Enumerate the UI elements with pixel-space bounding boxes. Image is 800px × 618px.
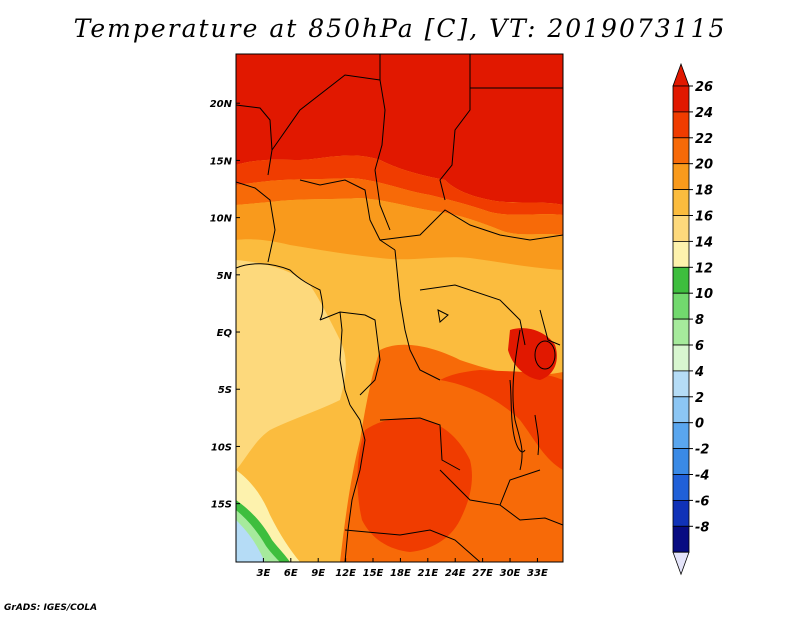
colorbar-label: -6 <box>695 494 709 509</box>
colorbar-swatch <box>672 422 690 450</box>
lon-tick-label: 21E <box>417 568 438 579</box>
lon-tick-label: 27E <box>472 568 493 579</box>
colorbar-swatch <box>672 499 690 527</box>
lat-tick-label: 15N <box>210 156 233 167</box>
colorbar-label: 6 <box>695 339 704 354</box>
colorbar-label: 0 <box>695 417 704 432</box>
map-frame <box>235 53 564 563</box>
region-hot-north <box>236 54 563 205</box>
lon-tick-label: 33E <box>527 568 548 579</box>
colorbar-label: 2 <box>695 391 704 406</box>
colorbar-label: 12 <box>695 261 713 276</box>
lon-tick-label: 15E <box>363 568 384 579</box>
region-sahel-orange <box>236 178 563 235</box>
region-central-light <box>236 260 346 470</box>
region-south-red <box>357 418 472 552</box>
lon-tick-label: 24E <box>445 568 466 579</box>
region-warm-sahel <box>236 155 563 215</box>
colorbar-label: 24 <box>695 106 713 121</box>
lat-tick-label: 10N <box>210 214 233 225</box>
region-east-red <box>440 370 563 470</box>
colorbar-label: 4 <box>694 365 704 380</box>
colorbar-swatch <box>672 189 690 216</box>
colorbar-swatch <box>672 163 690 190</box>
temperature-field <box>236 54 563 562</box>
lat-axis: 20N 15N 10N 5N EQ 5S 10S 15S <box>210 99 240 511</box>
colorbar-bottom-arrow <box>672 551 690 576</box>
colorbar-label: 8 <box>695 313 704 328</box>
country-borders <box>236 54 563 562</box>
colorbar-swatch <box>672 292 690 320</box>
colorbar-label: -4 <box>695 469 709 484</box>
region-coastal-blue <box>236 520 265 562</box>
colorbar-top-arrow <box>672 62 690 87</box>
colorbar-label: -8 <box>695 520 709 535</box>
lat-tick-label: EQ <box>217 328 233 339</box>
colorbar-swatch <box>672 215 690 242</box>
colorbar-label: 16 <box>695 210 713 225</box>
region-mid-orange <box>236 198 563 270</box>
colorbar-swatch <box>672 266 690 294</box>
lakes <box>437 309 556 456</box>
colorbar-label: 18 <box>695 184 713 199</box>
colorbar-swatch <box>672 344 690 372</box>
chart-title: Temperature at 850hPa [C], VT: 201907311… <box>73 14 727 43</box>
colorbar-swatch <box>672 240 690 268</box>
colorbar-swatch <box>672 137 690 165</box>
lon-axis: 3E 6E 9E 12E 15E 18E 21E 24E 27E 30E 33E <box>257 558 548 579</box>
lat-tick-label: 10S <box>211 442 232 453</box>
lon-tick-label: 30E <box>500 568 521 579</box>
colorbar-label: 14 <box>695 235 713 250</box>
colorbar-label: 20 <box>695 158 713 173</box>
lon-tick-label: 12E <box>335 568 356 579</box>
colorbar-swatch <box>672 396 690 424</box>
colorbar-swatch <box>672 448 690 475</box>
lon-tick-label: 6E <box>284 568 298 579</box>
colorbar-label: 26 <box>695 80 713 95</box>
lat-tick-label: 15S <box>211 500 232 511</box>
lat-tick-label: 20N <box>210 99 233 110</box>
colorbar-label: 22 <box>695 132 713 147</box>
lon-tick-label: 3E <box>257 568 271 579</box>
lon-tick-label: 9E <box>311 568 325 579</box>
colorbar-swatch <box>672 525 690 553</box>
grads-credit: GrADS: IGES/COLA <box>4 603 98 613</box>
colorbar-swatch <box>672 370 690 398</box>
colorbar-swatch <box>672 318 690 346</box>
lat-tick-label: 5N <box>217 271 233 282</box>
lat-tick-label: 5S <box>218 385 232 396</box>
colorbar-swatch <box>672 85 690 113</box>
lon-tick-label: 18E <box>390 568 411 579</box>
colorbar-label: 10 <box>695 287 713 302</box>
colorbar-swatch <box>672 111 690 139</box>
colorbar-label: -2 <box>695 443 709 458</box>
colorbar-swatch <box>672 474 690 501</box>
